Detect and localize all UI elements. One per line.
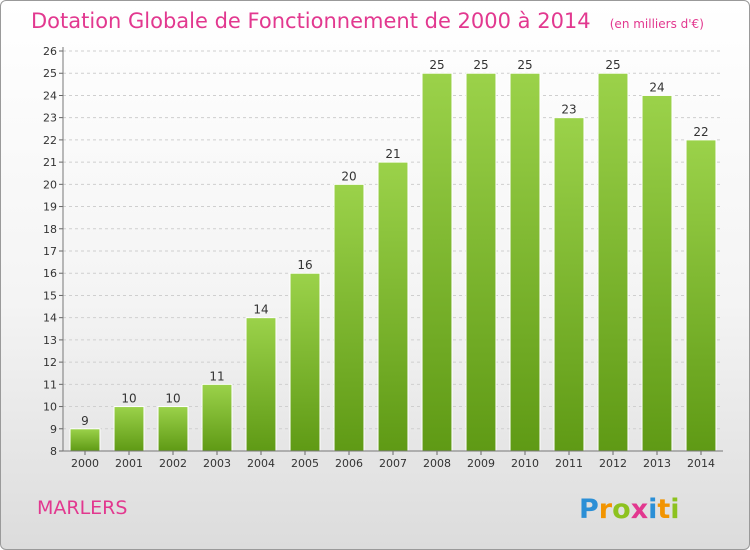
bar-2012 (597, 72, 629, 452)
bar-2005 (289, 272, 321, 452)
y-tick-label: 12 (43, 356, 57, 369)
proxiti-logo: Proxiti (579, 494, 680, 525)
bar-value-label: 25 (605, 58, 620, 72)
x-tick-label: 2007 (379, 457, 407, 470)
bar-2007 (377, 161, 409, 452)
y-tick-label: 21 (43, 156, 57, 169)
chart-title-main: Dotation Globale de Fonctionnement de 20… (31, 9, 591, 33)
bars: 9 10 10 11 14 16 20 21 25 25 25 23 25 24 22 (69, 58, 717, 452)
bar-2009 (465, 72, 497, 452)
x-tick-label: 2008 (423, 457, 451, 470)
bar-value-label: 25 (429, 58, 444, 72)
bar-2014 (685, 139, 717, 452)
place-name: MARLERS (37, 497, 127, 519)
logo-letter: i (648, 494, 657, 525)
x-tick-label: 2002 (159, 457, 187, 470)
bar-value-label: 24 (649, 80, 664, 94)
chart-title: Dotation Globale de Fonctionnement de 20… (31, 9, 704, 33)
bar-2010 (509, 72, 541, 452)
y-tick-label: 9 (50, 423, 57, 436)
x-tick-label: 2009 (467, 457, 495, 470)
bar-value-label: 11 (209, 369, 224, 383)
x-tick-label: 2001 (115, 457, 143, 470)
x-tick-label: 2004 (247, 457, 275, 470)
y-tick-label: 17 (43, 245, 57, 258)
bar-value-label: 20 (341, 169, 356, 183)
x-tick-label: 2000 (71, 457, 99, 470)
bar-value-label: 22 (693, 125, 708, 139)
y-tick-label: 8 (50, 445, 57, 458)
x-tick-label: 2005 (291, 457, 319, 470)
y-tick-label: 13 (43, 334, 57, 347)
x-tick-label: 2010 (511, 457, 539, 470)
bar-2006 (333, 183, 365, 452)
x-tick-label: 2014 (687, 457, 715, 470)
logo-letter: t (657, 494, 670, 525)
x-tick-label: 2011 (555, 457, 583, 470)
bar-2013 (641, 94, 673, 452)
bar-value-label: 10 (165, 392, 180, 406)
bar-value-label: 10 (121, 392, 136, 406)
bar-value-label: 25 (517, 58, 532, 72)
y-tick-label: 16 (43, 267, 57, 280)
y-tick-label: 11 (43, 378, 57, 391)
logo-letter: r (599, 494, 613, 525)
bar-2002 (157, 406, 189, 452)
bar-2000 (69, 428, 101, 452)
y-tick-label: 24 (43, 89, 57, 102)
axes (62, 47, 723, 452)
y-tick-label: 26 (43, 45, 57, 58)
y-tick-label: 10 (43, 401, 57, 414)
x-tick-label: 2012 (599, 457, 627, 470)
y-tick-label: 19 (43, 201, 57, 214)
x-tick-label: 2006 (335, 457, 363, 470)
logo-letter: P (579, 494, 599, 525)
y-axis-ticks: 8 9 10 11 12 13 14 15 16 17 18 19 20 21 22 23 24 25 26 (43, 45, 63, 458)
y-tick-label: 20 (43, 178, 57, 191)
bar-value-label: 14 (253, 303, 268, 317)
x-tick-label: 2013 (643, 457, 671, 470)
x-axis-ticks: 2000 2001 2002 2003 2004 2005 2006 2007 2008 2009… (71, 451, 715, 470)
bar-value-label: 23 (561, 103, 576, 117)
y-tick-label: 23 (43, 112, 57, 125)
y-tick-label: 18 (43, 223, 57, 236)
y-tick-label: 15 (43, 289, 57, 302)
bar-value-label: 21 (385, 147, 400, 161)
bar-value-label: 9 (81, 414, 89, 428)
bar-2011 (553, 117, 585, 452)
logo-letter: i (670, 494, 679, 525)
x-tick-label: 2003 (203, 457, 231, 470)
y-tick-label: 14 (43, 312, 57, 325)
bar-2003 (201, 383, 233, 452)
y-tick-label: 25 (43, 67, 57, 80)
y-tick-label: 22 (43, 134, 57, 147)
bar-value-label: 16 (297, 258, 312, 272)
logo-letter: o (612, 494, 631, 525)
bar-2008 (421, 72, 453, 452)
bar-value-label: 25 (473, 58, 488, 72)
bar-2001 (113, 406, 145, 452)
logo-letter: x (631, 494, 648, 525)
bar-2004 (245, 317, 277, 452)
chart-title-unit: (en milliers d'€) (610, 17, 704, 31)
